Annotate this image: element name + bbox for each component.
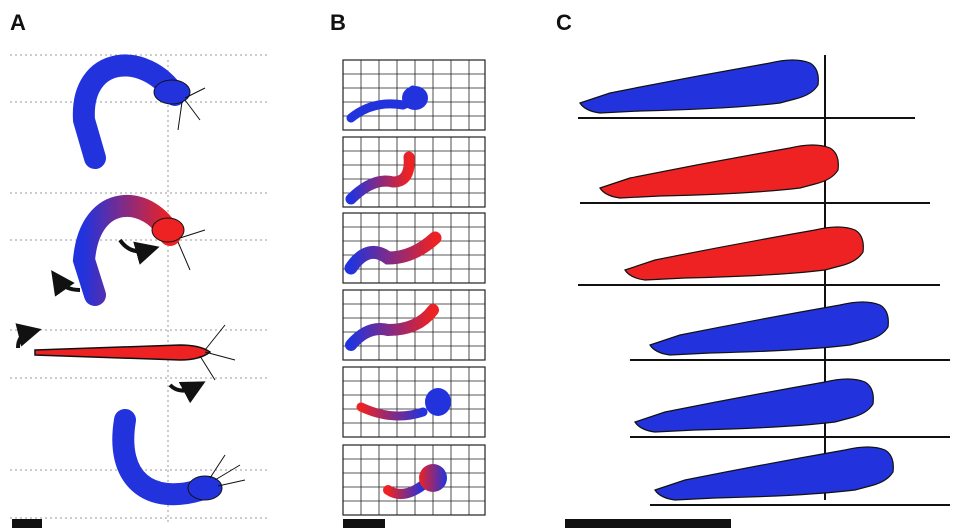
figure: A B C (0, 0, 957, 532)
panel-label: C (556, 10, 572, 35)
panel-b (343, 60, 485, 528)
panel-label: B (330, 10, 346, 35)
panel-label: A (10, 10, 26, 35)
panel-c (565, 55, 950, 528)
panel-a (10, 55, 270, 528)
